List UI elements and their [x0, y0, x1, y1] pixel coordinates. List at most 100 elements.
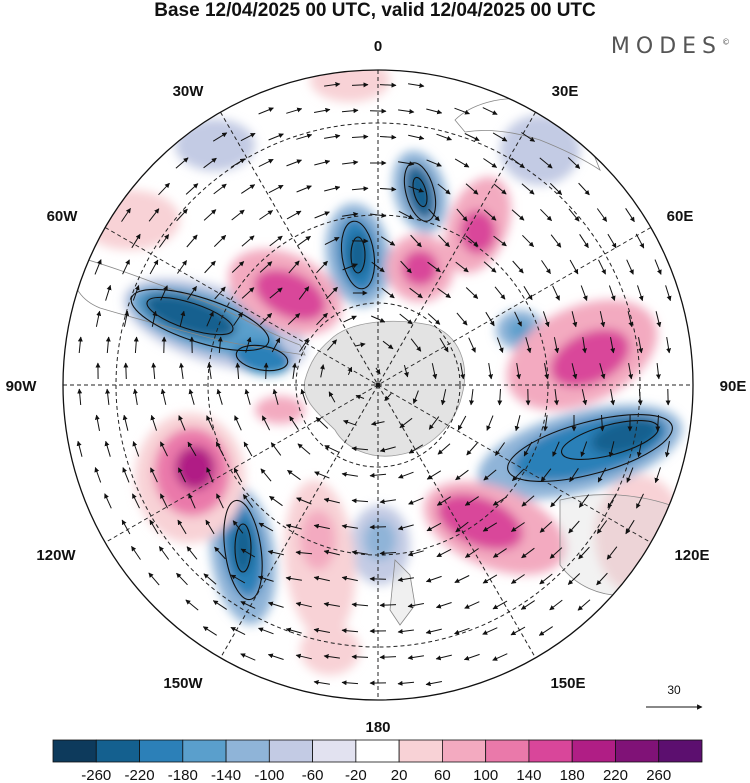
wind-vector-arrow: [408, 497, 424, 505]
wind-vector-arrow: [267, 653, 284, 660]
wind-vector-arrow: [626, 467, 634, 483]
lon-label-60e: 60E: [667, 208, 694, 225]
wind-vector-arrow: [297, 235, 311, 247]
wind-vector-arrow: [240, 548, 256, 558]
wind-vector-arrow: [212, 600, 227, 610]
wind-vector-arrow: [179, 310, 186, 327]
wind-vector-arrow: [407, 550, 424, 557]
wind-vector-arrow: [341, 108, 359, 114]
wind-vector-arrow: [235, 362, 241, 380]
wind-vector-arrow: [370, 212, 387, 218]
wind-vector-arrow: [379, 654, 397, 660]
colorbar-swatch: [95, 739, 140, 763]
wind-vector-arrow: [202, 626, 217, 636]
wind-vector-arrow: [552, 285, 560, 301]
wind-vector-arrow: [289, 415, 299, 430]
lon-label-30w: 30W: [173, 83, 205, 100]
wind-vector-arrow: [230, 158, 246, 168]
wind-vector-arrow: [599, 311, 606, 328]
wind-vector-arrow: [522, 234, 534, 248]
anomaly-blobs: [80, 70, 685, 675]
wind-vector-arrow: [187, 285, 197, 300]
wind-vector-arrow: [341, 575, 358, 582]
wind-vector-arrow: [257, 575, 274, 582]
wind-vector-arrow: [132, 493, 140, 509]
wind-vector-arrow: [328, 391, 336, 403]
wind-vector-arrow: [567, 573, 581, 585]
wind-vector-arrow: [514, 415, 521, 432]
wind-vector-arrow: [149, 519, 159, 535]
wind-vector-arrow: [482, 627, 498, 635]
wind-vector-arrow: [521, 183, 535, 195]
wind-vector-arrow: [455, 521, 469, 533]
wind-vector-arrow: [263, 362, 269, 380]
colorbar-swatch: [571, 739, 616, 763]
wind-vector-arrow: [323, 654, 340, 659]
wind-vector-arrow: [608, 285, 616, 301]
wind-vector-arrow: [456, 312, 468, 326]
lon-label-120e: 120E: [674, 547, 709, 564]
reference-vector: 30: [646, 683, 703, 710]
wind-vector-arrow: [664, 441, 670, 458]
colorbar-swatch: [268, 739, 314, 763]
wind-vector-arrow: [206, 467, 214, 483]
wind-vector-arrow: [468, 337, 476, 353]
wind-vector-arrow: [324, 133, 341, 139]
wind-vector-arrow: [466, 442, 478, 456]
wind-vector-arrow: [465, 287, 479, 299]
wind-vector-arrow: [428, 208, 440, 222]
wind-vector-arrow: [426, 108, 443, 115]
wind-vector-arrow: [606, 546, 618, 560]
wind-vector-arrow: [580, 285, 588, 301]
wind-vector-arrow: [578, 494, 590, 508]
wind-vector-arrow: [315, 417, 329, 429]
colorbar-tick-label: -100: [254, 767, 284, 783]
south-pole-marker: [375, 382, 381, 388]
brand-name: MODES: [610, 34, 722, 59]
wind-vector-arrow: [213, 183, 227, 195]
map-border: [62, 69, 694, 701]
colorbar-swatch: [182, 739, 227, 763]
wind-vector-arrow: [408, 444, 424, 454]
wind-vector-arrow: [104, 493, 112, 509]
colorbar-swatch: [658, 739, 703, 763]
wind-vector-arrow: [381, 287, 395, 299]
wind-vector-arrow: [597, 467, 607, 483]
wind-vector-arrow: [343, 419, 357, 426]
lon-label-0: 0: [374, 38, 382, 55]
wind-vector-arrow: [288, 260, 300, 274]
wind-vector-arrow: [269, 495, 283, 507]
wind-vector-arrow: [544, 363, 550, 380]
wind-vector-arrow: [313, 523, 330, 530]
wind-vector-arrow: [160, 285, 168, 301]
wind-vector-arrow: [454, 575, 470, 583]
wind-vector-arrow: [355, 394, 365, 400]
wind-vector-arrow: [607, 493, 617, 509]
wind-vector-arrow: [296, 497, 312, 505]
wind-vector-arrow: [539, 521, 553, 533]
wind-vector-arrow: [185, 599, 199, 611]
wind-vector-arrow: [426, 159, 442, 167]
wind-vector-arrow: [342, 160, 359, 166]
wind-vector-arrow: [492, 548, 507, 558]
colorbar-tick-label: -180: [168, 767, 198, 783]
wind-vector-arrow: [460, 363, 466, 380]
wind-vector-arrow: [354, 342, 366, 348]
anomaly-field: [63, 70, 693, 700]
wind-vector-arrow: [397, 680, 415, 686]
wind-vector-arrow: [314, 107, 331, 113]
wind-vector-arrow: [176, 572, 188, 586]
wind-vector-arrow: [299, 337, 309, 352]
wind-vector-arrow: [666, 337, 672, 354]
wind-vector-arrow: [104, 440, 111, 457]
wind-vector-arrow: [440, 389, 447, 406]
wind-vector-arrow: [94, 467, 102, 483]
wind-vector-arrow: [351, 82, 369, 88]
wind-vector-arrow: [297, 443, 311, 455]
wind-vector-arrow: [287, 469, 301, 481]
wind-vector-arrow: [380, 236, 396, 246]
wind-vector-arrow: [655, 363, 661, 380]
wind-vector-arrow: [627, 311, 634, 328]
wind-vector-arrow: [379, 82, 397, 88]
wind-vector-arrow: [132, 285, 140, 301]
